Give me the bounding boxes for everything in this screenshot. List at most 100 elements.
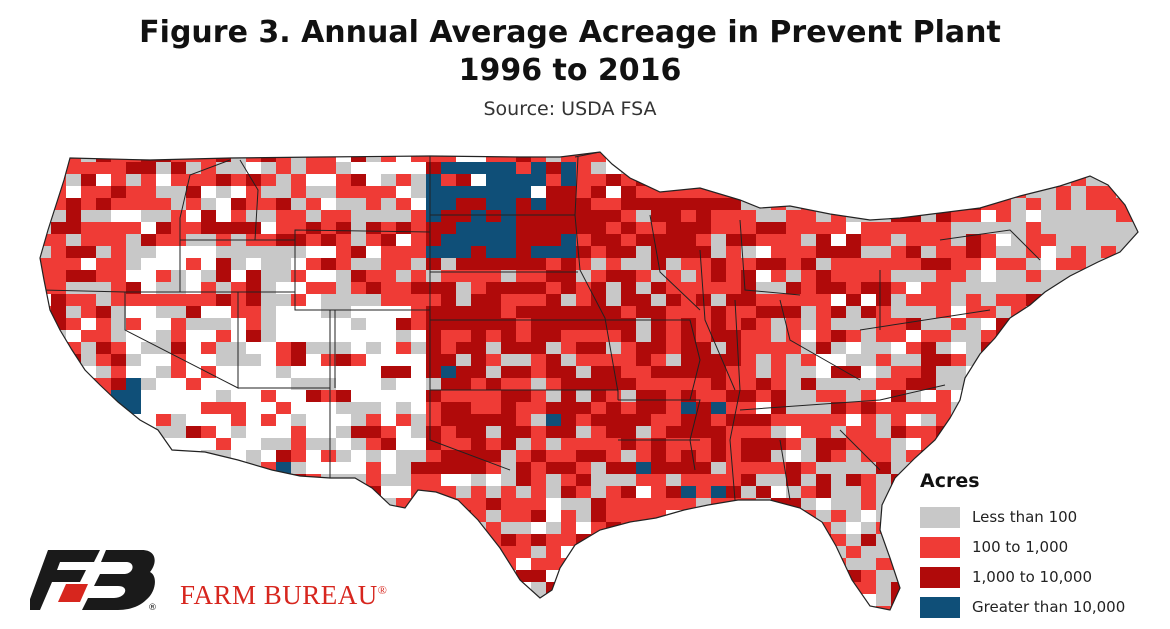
county-cell [591, 390, 607, 403]
county-cell [141, 378, 157, 391]
county-cell [576, 594, 592, 607]
county-cell [801, 438, 817, 451]
county-cell [621, 152, 637, 163]
county-cell [486, 402, 502, 415]
county-cell [156, 294, 172, 307]
county-cell [786, 582, 802, 595]
brand-name: FARM BUREAU [180, 580, 378, 610]
county-cell [66, 162, 82, 175]
county-cell [1056, 306, 1072, 319]
county-cell [51, 438, 67, 451]
county-cell [231, 330, 247, 343]
county-cell [426, 426, 442, 439]
county-cell [441, 246, 457, 259]
county-cell [201, 282, 217, 295]
county-cell [1011, 438, 1027, 451]
county-cell [996, 354, 1012, 367]
county-cell [621, 306, 637, 319]
county-cell [786, 270, 802, 283]
legend-label: Greater than 10,000 [972, 598, 1126, 616]
county-cell [411, 174, 427, 187]
county-cell [381, 474, 397, 487]
county-cell [756, 546, 772, 559]
county-cell [591, 354, 607, 367]
county-cell [1071, 162, 1087, 175]
county-cell [936, 402, 952, 415]
county-cell [126, 294, 142, 307]
county-cell [531, 438, 547, 451]
county-cell [156, 390, 172, 403]
county-cell [921, 222, 937, 235]
county-cell [366, 390, 382, 403]
county-cell [1086, 318, 1102, 331]
county-cell [711, 594, 727, 607]
county-cell [411, 198, 427, 211]
county-cell [81, 450, 97, 463]
county-cell [426, 462, 442, 475]
county-cell [816, 486, 832, 499]
county-cell [306, 402, 322, 415]
county-cell [96, 462, 112, 475]
county-cell [486, 258, 502, 271]
county-cell [891, 486, 907, 499]
county-cell [351, 330, 367, 343]
county-cell [111, 306, 127, 319]
county-cell [666, 306, 682, 319]
county-cell [786, 570, 802, 583]
county-cell [741, 594, 757, 607]
county-cell [846, 414, 862, 427]
county-cell [51, 210, 67, 223]
county-cell [426, 498, 442, 511]
county-cell [156, 174, 172, 187]
county-cell [876, 246, 892, 259]
county-cell [456, 282, 472, 295]
county-cell [66, 450, 82, 463]
county-cell [441, 474, 457, 487]
county-cell [516, 498, 532, 511]
county-cell [876, 510, 892, 523]
county-cell [1071, 330, 1087, 343]
county-cell [171, 270, 187, 283]
county-cell [321, 162, 337, 175]
county-cell [561, 402, 577, 415]
county-cell [861, 270, 877, 283]
county-cell [456, 342, 472, 355]
county-cell [801, 546, 817, 559]
county-cell [276, 258, 292, 271]
county-cell [696, 390, 712, 403]
county-cell [246, 258, 262, 271]
county-cell [756, 222, 772, 235]
county-cell [216, 546, 232, 559]
county-cell [501, 606, 517, 610]
county-cell [126, 474, 142, 487]
county-cell [231, 366, 247, 379]
county-cell [1086, 402, 1102, 415]
county-cell [516, 174, 532, 187]
county-cell [891, 498, 907, 511]
county-cell [141, 462, 157, 475]
county-cell [621, 606, 637, 610]
county-cell [576, 450, 592, 463]
county-cell [531, 462, 547, 475]
county-cell [816, 402, 832, 415]
county-cell [846, 510, 862, 523]
county-cell [546, 558, 562, 571]
county-cell [1026, 366, 1042, 379]
county-cell [936, 366, 952, 379]
county-cell [216, 438, 232, 451]
county-cell [681, 378, 697, 391]
county-cell [876, 162, 892, 175]
county-cell [51, 354, 67, 367]
county-cell [786, 438, 802, 451]
county-cell [861, 534, 877, 547]
county-cell [201, 390, 217, 403]
county-cell [321, 234, 337, 247]
county-cell [456, 558, 472, 571]
county-cell [816, 306, 832, 319]
county-cell [66, 234, 82, 247]
county-cell [666, 342, 682, 355]
county-cell [891, 378, 907, 391]
county-cell [891, 414, 907, 427]
county-cell [411, 186, 427, 199]
county-cell [606, 570, 622, 583]
